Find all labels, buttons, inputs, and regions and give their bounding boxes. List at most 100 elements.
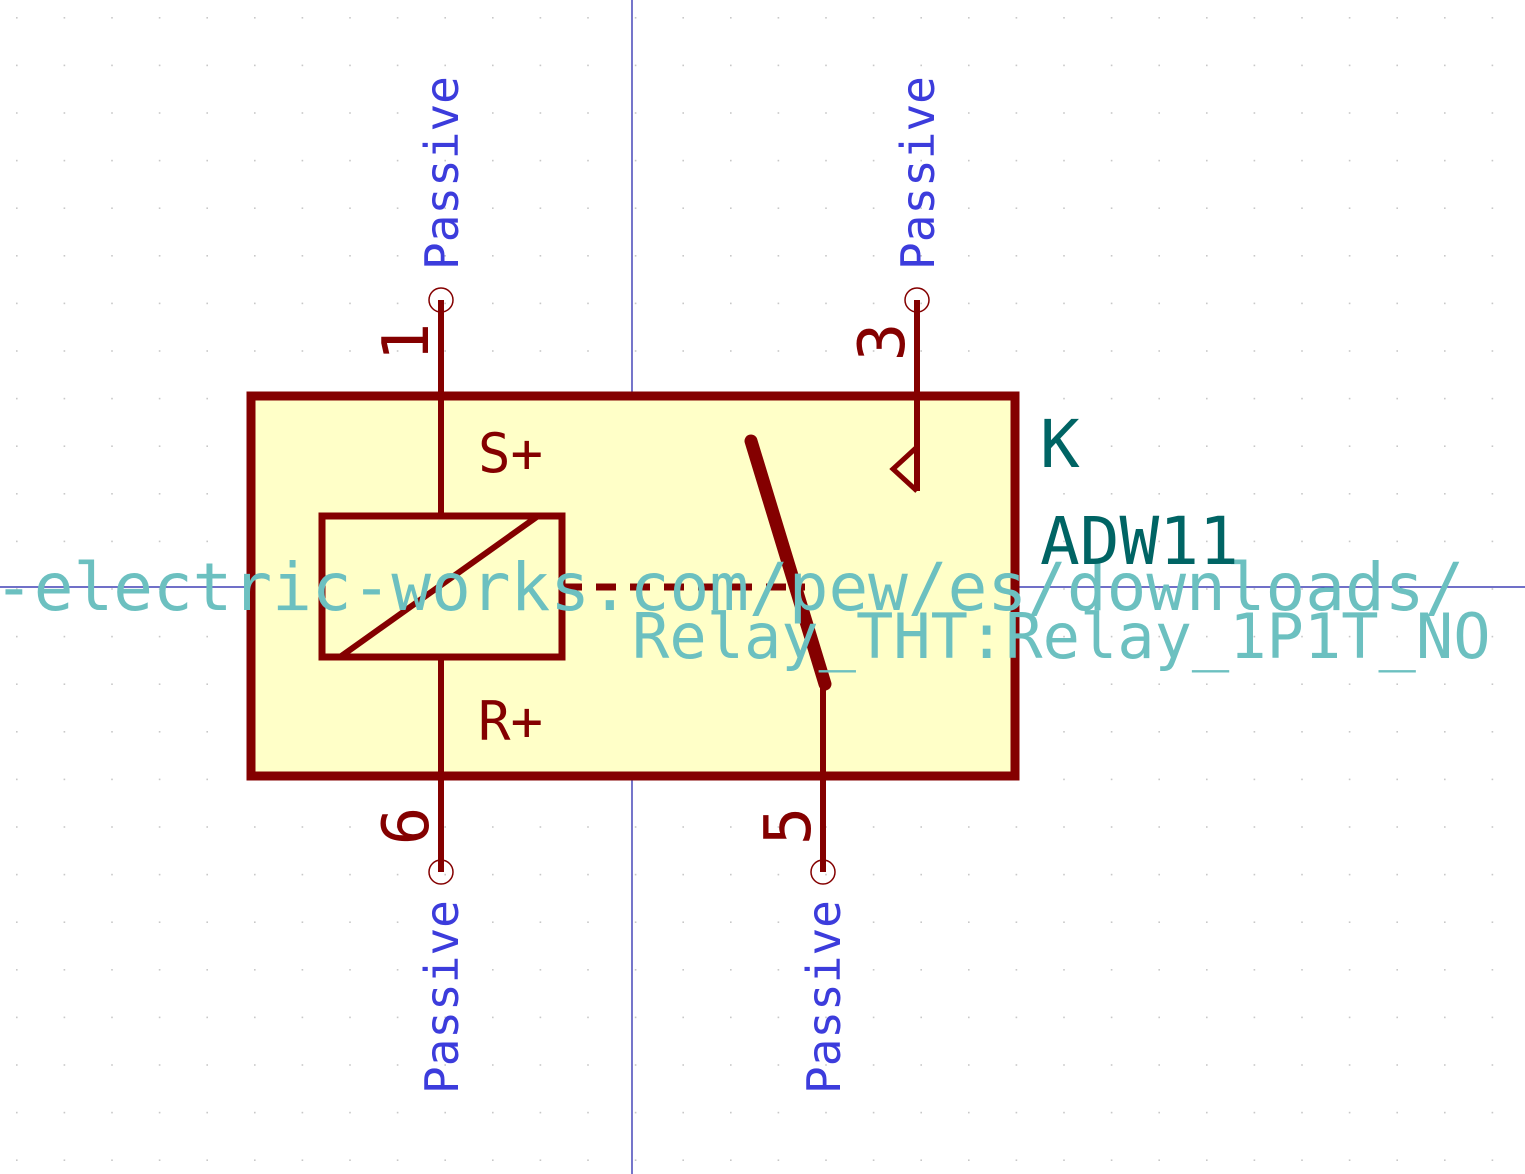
grid-dot bbox=[1491, 921, 1494, 923]
grid-dot bbox=[63, 302, 66, 305]
grid-dot bbox=[1396, 1159, 1398, 1161]
grid-dot bbox=[825, 350, 827, 352]
grid-dot bbox=[158, 969, 161, 971]
grid-dot bbox=[968, 255, 970, 257]
grid-dot bbox=[158, 731, 161, 733]
grid-dot bbox=[1253, 1016, 1256, 1019]
grid-dot bbox=[444, 112, 446, 114]
grid-dot bbox=[587, 207, 589, 209]
grid-dot bbox=[1206, 540, 1208, 543]
grid-dot bbox=[1206, 1111, 1208, 1114]
grid-dot bbox=[1063, 445, 1065, 447]
grid-dot bbox=[396, 1064, 399, 1066]
grid-dot bbox=[1348, 302, 1351, 305]
grid-dot bbox=[1206, 255, 1208, 257]
grid-dot bbox=[206, 731, 208, 733]
grid-dot bbox=[63, 255, 66, 257]
grid-dot bbox=[63, 445, 66, 447]
grid-dot bbox=[444, 207, 446, 209]
grid-dot bbox=[825, 1159, 827, 1161]
footprint-field[interactable]: Relay_THT:Relay_1P1T_NO bbox=[632, 600, 1491, 673]
pin-5-connection-point[interactable] bbox=[810, 859, 836, 885]
grid-dot bbox=[492, 921, 494, 923]
grid-dot bbox=[1206, 731, 1208, 733]
coil-diagonal bbox=[338, 513, 540, 660]
grid-dot bbox=[492, 207, 494, 209]
grid-dot bbox=[158, 921, 161, 923]
grid-dot bbox=[1110, 635, 1113, 638]
grid-dot bbox=[872, 826, 875, 828]
grid-dot bbox=[444, 1159, 446, 1161]
grid-dot bbox=[492, 1064, 494, 1066]
grid-dot bbox=[1015, 1159, 1018, 1161]
pin-3-type: Passive bbox=[891, 76, 945, 270]
pin-1-connection-point[interactable] bbox=[428, 287, 454, 313]
pin-6-connection-point[interactable] bbox=[428, 859, 454, 885]
grid-dot bbox=[682, 207, 684, 209]
grid-dot bbox=[492, 159, 494, 162]
grid-dot bbox=[492, 1111, 494, 1114]
grid-dot bbox=[1110, 969, 1113, 971]
grid-dot bbox=[587, 1159, 589, 1161]
grid-dot bbox=[1063, 159, 1065, 162]
grid-dot bbox=[920, 1064, 922, 1066]
grid-dot bbox=[777, 1064, 780, 1066]
grid-dot bbox=[301, 1064, 304, 1066]
grid-dot bbox=[1348, 873, 1351, 876]
grid-dot bbox=[634, 969, 637, 971]
grid-dot bbox=[206, 255, 208, 257]
grid-dot bbox=[1206, 17, 1208, 19]
grid-dot bbox=[349, 207, 351, 209]
grid-dot bbox=[206, 540, 208, 543]
grid-dot bbox=[1444, 873, 1446, 876]
grid-dot bbox=[1206, 873, 1208, 876]
grid-dot bbox=[730, 255, 732, 257]
grid-dot bbox=[349, 1064, 351, 1066]
grid-dot bbox=[1491, 1159, 1494, 1161]
grid-dot bbox=[872, 1111, 875, 1114]
grid-dot bbox=[301, 350, 304, 352]
grid-dot bbox=[682, 255, 684, 257]
grid-dot bbox=[872, 255, 875, 257]
grid-dot bbox=[1491, 255, 1494, 257]
grid-dot bbox=[1348, 350, 1351, 352]
grid-dot bbox=[1301, 207, 1303, 209]
grid-dot bbox=[1015, 302, 1018, 305]
grid-dot bbox=[396, 969, 399, 971]
grid-dot bbox=[16, 493, 18, 495]
grid-dot bbox=[349, 969, 351, 971]
grid-dot bbox=[444, 1016, 446, 1019]
grid-dot bbox=[1444, 1064, 1446, 1066]
grid-dot bbox=[111, 350, 113, 352]
grid-dot bbox=[968, 112, 970, 114]
grid-dot bbox=[1110, 397, 1113, 400]
grid-dot bbox=[254, 1064, 256, 1066]
grid-dot bbox=[1253, 112, 1256, 114]
grid-dot bbox=[1158, 731, 1160, 733]
grid-dot bbox=[111, 683, 113, 685]
grid-dot bbox=[63, 540, 66, 543]
grid-dot bbox=[777, 826, 780, 828]
grid-dot bbox=[16, 1016, 18, 1019]
grid-dot bbox=[1206, 1159, 1208, 1161]
grid-dot bbox=[206, 397, 208, 400]
grid-dot bbox=[1444, 64, 1446, 67]
grid-dot bbox=[1348, 112, 1351, 114]
grid-dot bbox=[920, 112, 922, 114]
coil-label-bottom: R+ bbox=[478, 690, 543, 753]
value-field[interactable]: ADW11 bbox=[1040, 503, 1239, 580]
grid-dot bbox=[1253, 350, 1256, 352]
grid-dot bbox=[16, 921, 18, 923]
reference-designator[interactable]: K bbox=[1040, 406, 1080, 483]
grid-dot bbox=[254, 207, 256, 209]
grid-dot bbox=[587, 112, 589, 114]
datasheet-field[interactable]: -electric-works.com/pew/es/downloads/ bbox=[0, 549, 1464, 626]
pin-3-connection-point[interactable] bbox=[904, 287, 930, 313]
grid-dot bbox=[1110, 540, 1113, 543]
grid-dot bbox=[634, 873, 637, 876]
grid-dot bbox=[396, 1016, 399, 1019]
grid-dot bbox=[587, 969, 589, 971]
grid-dot bbox=[1301, 635, 1303, 638]
grid-dot bbox=[1253, 207, 1256, 209]
